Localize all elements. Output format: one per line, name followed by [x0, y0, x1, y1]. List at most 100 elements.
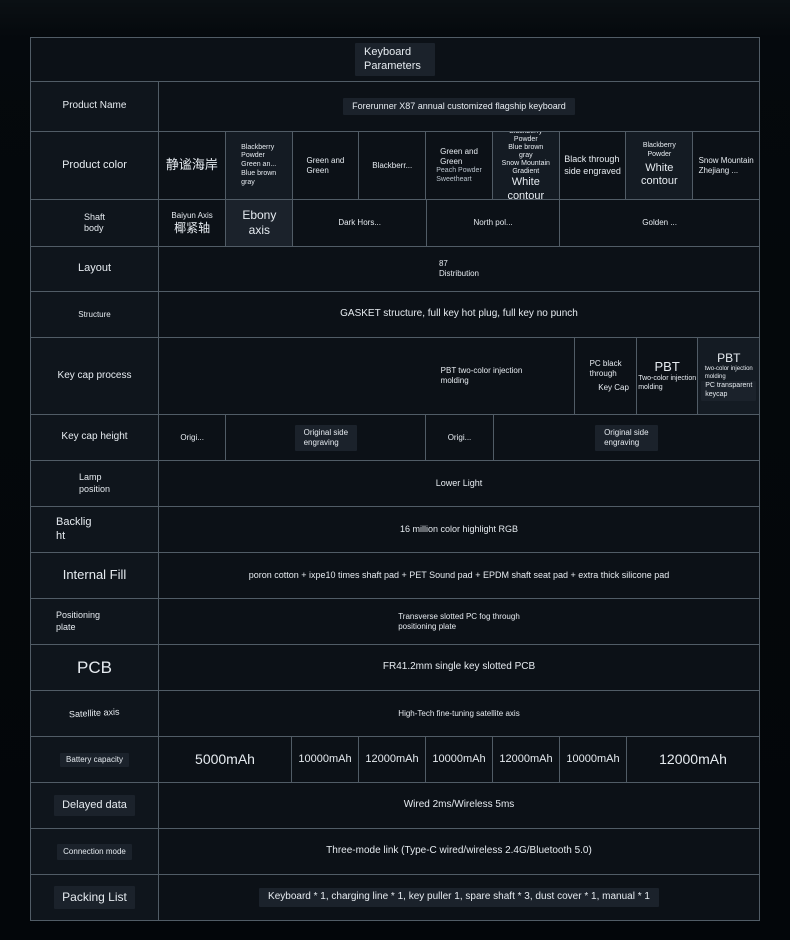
row-internal-fill: Internal Fill poron cotton + ixpe10 time…	[31, 552, 759, 598]
delayed-data-value: Wired 2ms/Wireless 5ms	[403, 799, 515, 811]
layout-value: 87 Distribution	[438, 259, 479, 278]
pcb-label: PCB	[77, 657, 112, 677]
connection-mode-label: Connection mode	[57, 843, 132, 860]
structure-value: GASKET structure, full key hot plug, ful…	[340, 308, 578, 320]
color-option-8-text-big: White contour	[641, 161, 678, 188]
internal-fill-label: Internal Fill	[62, 567, 127, 583]
row-structure: Structure GASKET structure, full key hot…	[31, 291, 759, 337]
row-product-color: Product color 静谧海岸 Blackberry Powder Gre…	[31, 131, 760, 199]
color-option-2: Blackberry Powder Green an... Blue brown…	[224, 132, 292, 199]
internal-fill-value-cell: poron cotton + ixpe10 times shaft pad + …	[158, 553, 759, 598]
row-backlight: Backlig ht 16 million color highlight RG…	[31, 506, 759, 552]
shaft-option-3: Dark Hors...	[292, 200, 426, 246]
color-option-8-text-small: Blackberry Powder	[642, 142, 676, 158]
table-title-cell: Keyboard Parameters	[31, 38, 759, 81]
key-cap-height-1-text: Origi...	[180, 432, 204, 442]
shaft-body-label-cell: Shaft body	[31, 200, 158, 246]
satellite-axis-label: Satellite axis	[68, 706, 120, 720]
row-key-cap-height: Key cap height Origi... Original side en…	[31, 414, 759, 460]
color-option-9: Snow Mountain Zhejiang ...	[692, 132, 760, 199]
packing-list-value: Keyboard * 1, charging line * 1, key pul…	[259, 888, 659, 907]
color-option-6: Blackberry Powder Blue brown gray Snow M…	[491, 132, 559, 199]
battery-capacity-6-value: 10000mAh	[566, 752, 620, 765]
key-cap-process-1-text: PBT two-color injection molding	[440, 366, 523, 385]
color-option-4-text: Blackberr...	[372, 160, 413, 170]
row-shaft-body: Shaft body Baiyun Axis 椰紧轴 Ebony axis Da…	[31, 199, 759, 246]
battery-capacity-2: 10000mAh	[291, 737, 358, 782]
delayed-data-value-cell: Wired 2ms/Wireless 5ms	[158, 783, 759, 828]
shaft-option-1-name-cn: 椰紧轴	[174, 220, 211, 235]
battery-capacity-4-value: 10000mAh	[432, 752, 486, 765]
layout-label-cell: Layout	[31, 247, 158, 291]
product-name-value-cell: Forerunner X87 annual customized flagshi…	[158, 82, 759, 131]
battery-capacity-6: 10000mAh	[559, 737, 626, 782]
key-cap-process-2-bottom: Key Cap	[598, 383, 629, 392]
pcb-label-cell: PCB	[31, 645, 158, 690]
shaft-option-1-name-en: Baiyun Axis	[171, 210, 213, 220]
packing-list-label-cell: Packing List	[31, 875, 158, 920]
row-layout: Layout 87 Distribution	[31, 246, 759, 291]
connection-mode-value: Three-mode link (Type-C wired/wireless 2…	[326, 845, 592, 857]
key-cap-process-label: Key cap process	[57, 369, 132, 381]
shaft-option-1: Baiyun Axis 椰紧轴	[158, 200, 226, 246]
lamp-position-label: Lamp position	[78, 472, 111, 494]
battery-capacity-7-value: 12000mAh	[659, 750, 727, 767]
shaft-option-5-name: Golden ...	[642, 218, 677, 227]
positioning-plate-label-cell: Positioning plate	[31, 599, 158, 644]
color-option-3-text: Green and Green	[306, 155, 345, 175]
row-pcb: PCB FR41.2mm single key slotted PCB	[31, 644, 759, 690]
battery-capacity-label: Battery capacity	[60, 752, 129, 767]
structure-label: Structure	[78, 309, 111, 319]
positioning-plate-value: Transverse slotted PC fog through positi…	[398, 611, 520, 631]
color-option-7: Black through side engraved	[558, 132, 626, 199]
color-option-6-text-big: White contour	[507, 175, 545, 199]
product-name-value: Forerunner X87 annual customized flagshi…	[343, 97, 575, 116]
table-title: Keyboard Parameters	[355, 42, 435, 77]
row-lamp-position: Lamp position Lower Light	[31, 460, 759, 506]
backlight-value-cell: 16 million color highlight RGB	[158, 507, 759, 552]
packing-list-label: Packing List	[54, 886, 135, 909]
key-cap-height-2-text: Original side engraving	[294, 424, 358, 451]
key-cap-height-label: Key cap height	[61, 431, 128, 443]
key-cap-height-3-text: Origi...	[447, 432, 472, 442]
battery-capacity-1-value: 5000mAh	[195, 750, 255, 767]
row-key-cap-process: Key cap process PBT two-color injection …	[31, 337, 760, 414]
product-color-label: Product color	[62, 158, 127, 171]
shaft-option-2: Ebony axis	[225, 200, 293, 246]
internal-fill-value: poron cotton + ixpe10 times shaft pad + …	[248, 569, 670, 580]
connection-mode-label-cell: Connection mode	[31, 829, 158, 874]
layout-label: Layout	[77, 262, 112, 275]
battery-capacity-label-cell: Battery capacity	[31, 737, 158, 782]
lamp-position-label-cell: Lamp position	[31, 461, 158, 506]
battery-capacity-5: 12000mAh	[492, 737, 559, 782]
satellite-axis-value: High-Tech fine-tuning satellite axis	[398, 708, 520, 718]
pcb-value-cell: FR41.2mm single key slotted PCB	[158, 645, 759, 690]
key-cap-height-1: Origi...	[158, 415, 226, 460]
battery-capacity-5-value: 12000mAh	[499, 752, 553, 765]
key-cap-height-2: Original side engraving	[225, 415, 426, 460]
positioning-plate-label: Positioning plate	[56, 610, 101, 632]
keyboard-spec-table: Keyboard Parameters Product Name Forerun…	[30, 37, 760, 921]
key-cap-height-4: Original side engraving	[492, 415, 759, 460]
color-option-1-text: 静谧海岸	[165, 157, 218, 173]
key-cap-process-2-top: PC black through	[589, 359, 622, 378]
shaft-option-3-name: Dark Hors...	[338, 218, 381, 227]
product-color-label-cell: Product color	[31, 132, 158, 199]
key-cap-process-4: PBT two-color injection molding PC trans…	[697, 338, 760, 414]
product-name-label: Product Name	[62, 100, 127, 112]
key-cap-height-3: Origi...	[425, 415, 493, 460]
pcb-value: FR41.2mm single key slotted PCB	[382, 661, 536, 673]
backlight-label-cell: Backlig ht	[31, 507, 158, 552]
row-connection-mode: Connection mode Three-mode link (Type-C …	[31, 828, 759, 874]
delayed-data-label: Delayed data	[54, 794, 135, 817]
key-cap-process-label-cell: Key cap process	[31, 338, 158, 414]
color-option-8: Blackberry Powder White contour	[625, 132, 693, 199]
color-option-4: Blackberr...	[358, 132, 426, 199]
key-cap-process-4-big: PBT	[717, 351, 741, 366]
layout-value-cell: 87 Distribution	[158, 247, 759, 291]
satellite-axis-value-cell: High-Tech fine-tuning satellite axis	[158, 691, 759, 736]
positioning-plate-value-cell: Transverse slotted PC fog through positi…	[158, 599, 759, 644]
structure-label-cell: Structure	[31, 292, 158, 337]
shaft-option-4: North pol...	[425, 200, 560, 246]
